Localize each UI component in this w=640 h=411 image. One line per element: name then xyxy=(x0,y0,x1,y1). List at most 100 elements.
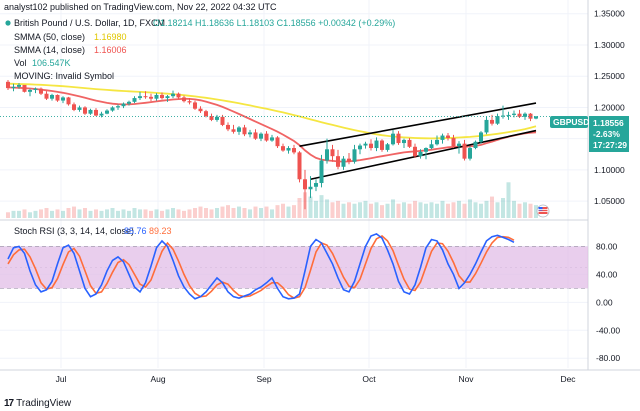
volume-bar xyxy=(517,203,522,218)
candle-body xyxy=(6,81,10,89)
volume-bar xyxy=(50,210,54,218)
time-tick-label: Jul xyxy=(56,374,67,384)
volume-bar xyxy=(270,209,274,218)
candle-body xyxy=(297,152,302,180)
volume-bar xyxy=(501,198,505,218)
sma14-line xyxy=(7,86,537,163)
candle-body xyxy=(193,102,197,109)
candle-body xyxy=(94,109,98,116)
candle-body xyxy=(138,96,142,99)
candle-body xyxy=(204,111,208,117)
price-tick-label: 1.10000 xyxy=(594,165,625,175)
candle-body xyxy=(429,144,434,149)
badge-change: -2.63% xyxy=(593,129,620,139)
candle-body xyxy=(55,94,60,101)
volume-bar xyxy=(528,203,533,218)
candle-body xyxy=(259,133,263,139)
badge-countdown: 17:27:29 xyxy=(593,140,627,150)
footer-brand[interactable]: TradingView xyxy=(16,397,72,409)
candle-body xyxy=(374,140,379,149)
candle-body xyxy=(39,88,43,94)
stoch-d-line xyxy=(7,235,515,299)
volume-bar xyxy=(325,199,329,218)
candle-body xyxy=(402,139,406,144)
flag-icon[interactable] xyxy=(536,204,550,218)
volume-bar xyxy=(149,210,153,218)
volume-bar xyxy=(231,208,236,218)
candle-body xyxy=(413,146,417,157)
volume-bar xyxy=(402,202,406,218)
volume-bar xyxy=(6,212,10,218)
volume-bar xyxy=(39,209,43,218)
candle-body xyxy=(105,110,109,114)
candle-body xyxy=(303,179,307,190)
volume-bar xyxy=(237,206,241,218)
volume-bar xyxy=(457,200,461,218)
volume-bar xyxy=(61,210,65,218)
stoch-rsi-lines xyxy=(7,232,515,300)
candle-body xyxy=(484,119,489,133)
rsi-label: Stoch RSI (3, 3, 14, 14, close) xyxy=(14,226,134,236)
candle-body xyxy=(33,88,38,90)
channel-lower-line xyxy=(310,129,537,181)
volume-bar xyxy=(336,200,340,218)
volume-bar xyxy=(72,206,76,218)
time-tick-label: Dec xyxy=(560,374,576,384)
candle-body xyxy=(506,114,511,116)
candle-body xyxy=(512,113,516,115)
rsi-axis: 80.00 40.00 0.00 -40.00 -80.00 xyxy=(596,241,620,363)
rsi-tick-label: 0.00 xyxy=(596,297,613,307)
volume-bar xyxy=(462,203,467,218)
badge-symbol-bg xyxy=(550,116,588,128)
rsi-legend: Stoch RSI (3, 3, 14, 14, close) 85.76 89… xyxy=(14,226,172,236)
candle-body xyxy=(363,143,368,146)
candle-body xyxy=(396,133,401,144)
volume-bar xyxy=(44,208,49,218)
candle-body xyxy=(143,96,148,98)
candle-body xyxy=(341,158,346,167)
volume-bar xyxy=(319,195,324,218)
volume-bar xyxy=(297,198,302,218)
volume-bar xyxy=(187,209,192,218)
volume-bar xyxy=(490,196,494,218)
price-tick-label: 1.05000 xyxy=(594,196,625,206)
volume-bar xyxy=(160,210,164,218)
candle-body xyxy=(270,137,274,141)
candle-body xyxy=(237,127,241,132)
candle-body xyxy=(479,132,483,142)
symbol-title[interactable]: British Pound / U.S. Dollar, 1D, FXCM xyxy=(14,18,165,28)
rsi-k-value: 85.76 xyxy=(124,226,147,236)
candle-body xyxy=(451,138,456,147)
candle-body xyxy=(110,107,115,111)
time-tick-label: Nov xyxy=(458,374,474,384)
candle-body xyxy=(385,144,390,150)
volume-bars xyxy=(6,182,538,218)
badge-price-bg xyxy=(589,116,629,152)
candle-body xyxy=(347,158,351,162)
rsi-d-value: 89.23 xyxy=(149,226,172,236)
candle-body xyxy=(209,116,214,120)
candle-body xyxy=(248,132,252,135)
volume-bar xyxy=(132,208,137,218)
footer: 17 TradingView xyxy=(4,396,71,410)
candle-body xyxy=(231,129,236,132)
candle-body xyxy=(407,139,412,147)
volume-bar xyxy=(534,205,538,218)
volume-bar xyxy=(248,209,252,218)
candle-body xyxy=(490,119,494,124)
volume-bar xyxy=(176,209,181,218)
candle-body xyxy=(352,149,357,162)
rsi-tick-label: 80.00 xyxy=(596,241,618,251)
candle-body xyxy=(330,149,335,157)
volume-bar xyxy=(66,208,71,218)
time-tick-label: Sep xyxy=(256,374,271,384)
volume-bar xyxy=(204,208,208,218)
volume-bar xyxy=(440,200,445,218)
volume-bar xyxy=(17,210,21,218)
volume-bar xyxy=(275,205,280,218)
volume-bar xyxy=(165,209,170,218)
volume-bar xyxy=(506,182,511,218)
price-tick-label: 1.25000 xyxy=(594,71,625,81)
price-tick-label: 1.20000 xyxy=(594,102,625,112)
time-axis: Jul Aug Sep Oct Nov Dec xyxy=(56,374,577,384)
